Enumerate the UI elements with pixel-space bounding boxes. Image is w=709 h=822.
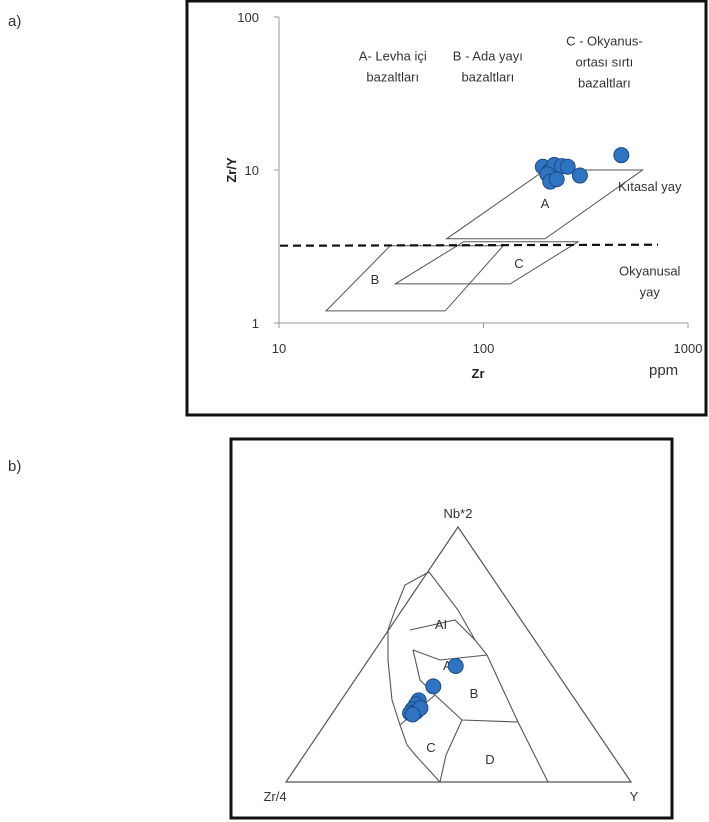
ternary-data-point [425,678,442,695]
vertex-label-top: Nb*2 [444,506,473,521]
boundary-left [387,571,441,783]
y-axis-label: Zr/Y [224,157,239,183]
field-b-polygon [324,245,505,312]
axis-ticks: 10 100 1000 1 10 100 [237,10,702,356]
plot-a: 10 100 1000 1 10 100 A B C A- Levha içi bazaltla… [224,10,702,381]
annotation-text: bazaltları [578,76,631,91]
data-point [571,167,588,184]
annotation-text: yay [640,284,661,299]
boundary-c-d [439,719,463,783]
field-label-d: D [485,752,494,767]
boundary-ai-aii [409,619,476,641]
data-points [534,147,630,190]
panel-label-b: b) [8,458,21,475]
field-label-b: B [470,686,479,701]
boundary-ai-right [428,571,488,656]
y-tick-label: 1 [252,316,259,331]
data-point [548,171,565,188]
vertex-label-right: Y [630,789,639,804]
data-point [559,158,576,175]
ternary-data-point [404,706,421,723]
field-annotations: A- Levha içi bazaltları B - Ada yayı bazalt… [359,34,682,300]
field-label-c: C [426,740,435,755]
x-tick-label: 1000 [674,341,703,356]
x-axis-label: Zr [472,366,485,381]
ternary-field-boundaries [387,571,549,783]
ternary-triangle [284,525,633,783]
field-c-polygon [393,241,580,285]
panel-b-frame [229,437,674,820]
field-c-label: C [514,256,523,271]
annotation-text: C - Okyanus- [566,34,643,49]
ternary-data-points [402,657,464,723]
y-tick-label: 10 [245,163,259,178]
annotation-text: bazaltları [366,69,419,84]
x-tick-label: 100 [473,341,495,356]
annotation-text: Okyanusal [619,263,681,278]
ternary-data-point [447,657,464,674]
data-point [613,147,630,164]
panel-label-a: a) [8,13,21,30]
plot-b-ternary: Nb*2 Zr/4 Y AI AII B C D [263,506,638,804]
boundary-b-right [486,654,549,783]
panel-a-frame [185,0,708,417]
annotation-text: ortası sırtı [575,55,633,70]
boundary-aii-b [412,649,488,661]
x-tick-label: 10 [272,341,286,356]
annotation-text: Kıtasal yay [618,179,682,194]
annotation-text: A- Levha içi [359,48,427,63]
annotation-text: B - Ada yayı [453,48,523,63]
x-axis-unit: ppm [649,362,678,379]
tectonic-fields: A B C [324,169,645,312]
field-a-label: A [541,196,550,211]
y-tick-label: 100 [237,10,259,25]
field-b-label: B [371,272,380,287]
vertex-label-left: Zr/4 [263,789,286,804]
dashed-divider-line [279,243,659,247]
field-a-polygon [445,169,645,240]
field-label-ai: AI [435,617,447,632]
annotation-text: bazaltları [461,69,514,84]
